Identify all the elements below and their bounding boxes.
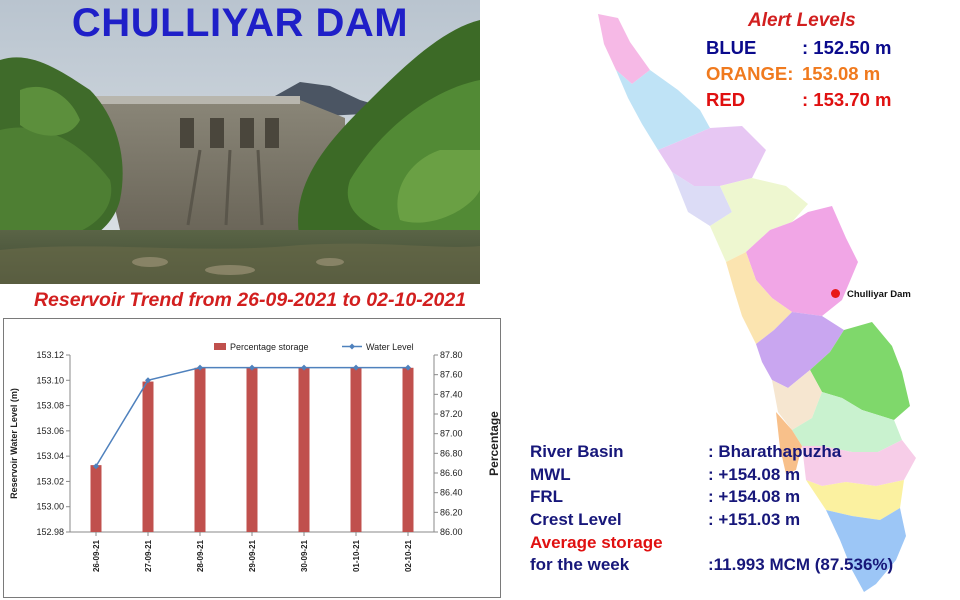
info-river-basin-value: : Bharathapuzha (708, 442, 842, 461)
district-kasaragod (598, 14, 650, 84)
legend-swatch-percentage (214, 343, 226, 350)
right-tick-label: 86.60 (440, 468, 463, 478)
x-tick-label: 26-09-21 (92, 539, 101, 572)
info-avg-storage-label-2: for the week (530, 555, 630, 574)
right-tick-label: 86.00 (440, 527, 463, 537)
district-kollam-south (806, 480, 904, 520)
alert-orange-label: ORANGE: (706, 63, 794, 84)
water-level-point (249, 364, 255, 371)
bar (246, 367, 258, 532)
left-tick-label: 153.12 (36, 350, 64, 360)
right-tick-label: 87.20 (440, 409, 463, 419)
trend-heading: Reservoir Trend from 26-09-2021 to 02-10… (33, 289, 467, 311)
alert-orange-value: 153.08 m (802, 63, 881, 84)
district-idukki (810, 322, 910, 420)
x-tick-label: 28-09-21 (196, 539, 205, 572)
alert-levels-title: Alert Levels (748, 10, 856, 31)
district-kottayam (772, 370, 822, 430)
right-tick-label: 87.00 (440, 429, 463, 439)
district-ernakulam (756, 312, 844, 388)
info-mwl-value: : +154.08 m (708, 465, 801, 484)
legend-label-percentage: Percentage storage (230, 342, 309, 352)
district-thiruvananthapuram (826, 508, 906, 592)
dam-location-label: Chulliyar Dam (847, 289, 911, 300)
water-level-point (93, 463, 99, 470)
left-tick-label: 153.08 (36, 401, 64, 411)
info-avg-storage-label-1: Average storage (530, 533, 663, 552)
right-tick-label: 86.20 (440, 507, 463, 517)
legend-marker-water-level (349, 343, 355, 350)
dam-location-marker (831, 289, 840, 298)
water-level-point (145, 377, 151, 384)
reservoir-trend-chart: 153.12 153.10 153.08 153.06 153.04 153.02 153.… (3, 318, 501, 598)
alert-blue-value: : 152.50 m (802, 37, 892, 58)
dam-title: CHULLIYAR DAM (71, 1, 409, 45)
water-level-point (197, 364, 203, 371)
y-axis-title: Reservoir Water Level (m) (9, 388, 19, 499)
left-tick-label: 153.06 (36, 426, 64, 436)
bar (142, 381, 154, 532)
info-frl-value: : +154.08 m (708, 487, 801, 506)
alert-red-row: RED : 153.70 m (706, 89, 891, 111)
district-wayanad (658, 126, 766, 186)
kerala-map (560, 0, 960, 600)
district-kollam (802, 440, 916, 486)
left-tick-label: 153.02 (36, 476, 64, 486)
x-tick-label: 27-09-21 (144, 539, 153, 572)
kerala-map-svg (598, 14, 916, 592)
alert-blue-row: BLUE : 152.50 m (706, 37, 891, 59)
x-tick-label: 02-10-21 (404, 539, 413, 572)
bar (402, 367, 414, 532)
right-tick-label: 87.80 (440, 350, 463, 360)
info-river-basin-key: River Basin (530, 442, 624, 461)
dam-photo-image (0, 0, 480, 284)
info-crest-key: Crest Level (530, 510, 622, 529)
bar (194, 367, 206, 532)
x-tick-label: 29-09-21 (248, 539, 257, 572)
right-tick-label: 87.40 (440, 389, 463, 399)
district-malappuram (710, 178, 808, 262)
legend-label-water-level: Water Level (366, 342, 414, 352)
alert-red-label: RED (706, 89, 746, 110)
x-tick-label: 01-10-21 (352, 539, 361, 572)
right-tick-label: 87.60 (440, 370, 463, 380)
info-avg-storage-value: :11.993 MCM (87.536%) (708, 555, 894, 574)
info-crest-value: : +151.03 m (708, 510, 801, 529)
bar (350, 367, 362, 532)
right-tick-label: 86.40 (440, 488, 463, 498)
chart-svg: 153.12 153.10 153.08 153.06 153.04 153.02 153.… (9, 342, 500, 572)
water-level-point (405, 364, 411, 371)
district-pathanamthitta (792, 392, 902, 452)
right-tick-label: 86.80 (440, 448, 463, 458)
alert-blue-label: BLUE (706, 37, 757, 58)
left-tick-label: 153.00 (36, 502, 64, 512)
water-level-point (353, 364, 359, 371)
y2-axis-title: Percentage (487, 411, 500, 476)
district-alappuzha (776, 412, 802, 474)
alert-red-value: : 153.70 m (802, 89, 892, 110)
left-tick-label: 152.98 (36, 527, 64, 537)
left-tick-label: 153.10 (36, 375, 64, 385)
district-kozhikode (672, 172, 732, 226)
district-thrissur (726, 252, 792, 344)
water-level-point (301, 364, 307, 371)
info-mwl-key: MWL (530, 465, 571, 484)
info-frl-key: FRL (530, 487, 564, 506)
bar (298, 367, 310, 532)
bar (90, 465, 102, 532)
district-palakkad (746, 206, 858, 316)
left-tick-label: 153.04 (36, 451, 64, 461)
dam-photo: CHULLIYAR DAM (0, 0, 480, 284)
alert-orange-row: ORANGE: 153.08 m (706, 63, 880, 85)
district-kannur (616, 70, 710, 150)
x-tick-label: 30-09-21 (300, 539, 309, 572)
